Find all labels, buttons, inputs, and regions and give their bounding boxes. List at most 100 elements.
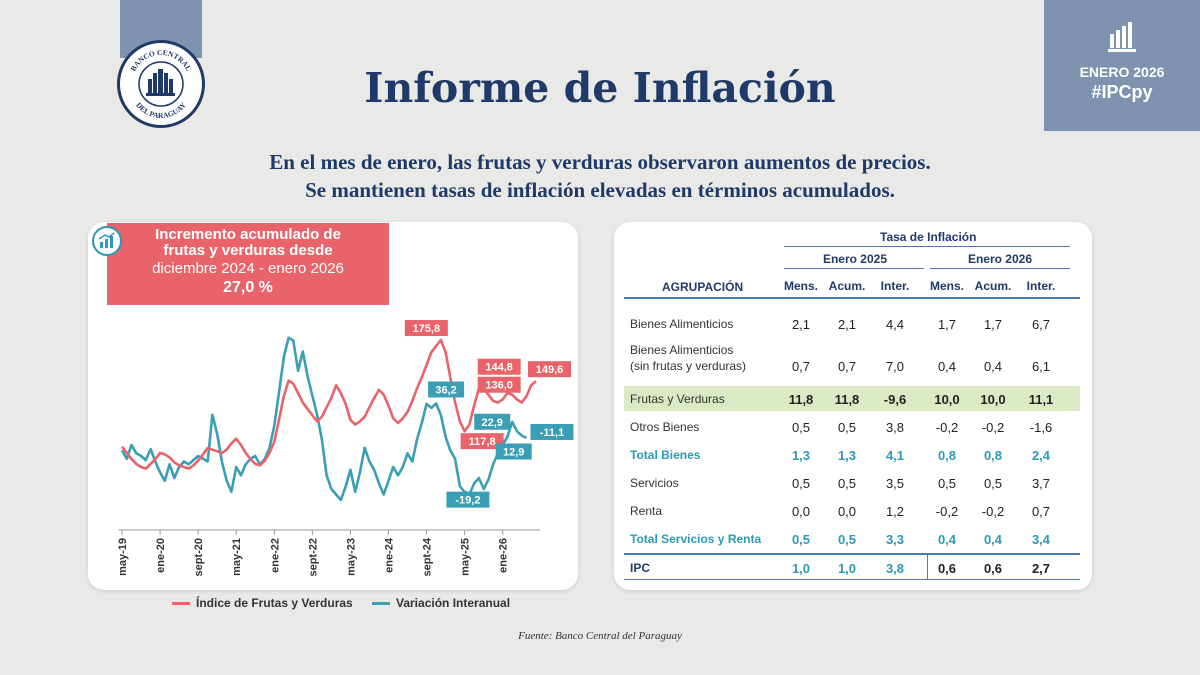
legend-label-yoy: Variación Interanual	[396, 596, 511, 610]
data-label-box	[530, 423, 574, 440]
col-header: Inter.	[880, 279, 910, 293]
table-caption: Tasa de Inflación	[880, 230, 977, 244]
table-cell: 0,8	[937, 448, 957, 463]
x-tick-label: ene-26	[498, 538, 510, 573]
table-cell: -0,2	[981, 420, 1005, 435]
group-header-2026: Enero 2026	[967, 252, 1033, 266]
x-tick-label: ene-24	[383, 537, 395, 573]
table-cell: 0,5	[791, 420, 811, 435]
table-cell: 0,4	[983, 359, 1003, 374]
table-cell: 0,8	[983, 448, 1003, 463]
table-cell: 6,7	[1031, 317, 1051, 332]
table-cell: 0,7	[791, 359, 811, 374]
x-tick-label: sept-24	[422, 537, 434, 576]
date-label: ENERO 2026	[1079, 64, 1165, 80]
table-cell: -0,2	[935, 420, 959, 435]
table-cell: 3,7	[1031, 476, 1051, 491]
data-label-box	[495, 443, 532, 460]
hashtag: #IPCpy	[1091, 82, 1153, 102]
table-cell: 0,5	[937, 476, 957, 491]
legend-label-index: Índice de Frutas y Verduras	[196, 596, 353, 610]
bcp-logo: BANCO CENTRAL DEL PARAGUAY	[117, 40, 205, 128]
table-cell: 0,4	[983, 532, 1003, 547]
table-cell: -0,2	[935, 504, 959, 519]
row-label: Bienes Alimenticios	[630, 343, 734, 357]
data-label: 175,8	[413, 323, 441, 335]
table-cell: 11,8	[834, 392, 860, 407]
table-cell: 1,3	[791, 448, 811, 463]
x-tick-label: sept-22	[307, 538, 319, 577]
legend-item-index: Índice de Frutas y Verduras	[172, 596, 353, 610]
data-label: -11,1	[540, 427, 564, 439]
group-rule-2025	[784, 268, 924, 269]
label-header: AGRUPACIÓN	[662, 280, 744, 294]
table-cell: 4,4	[885, 317, 905, 332]
data-label-box	[446, 491, 490, 508]
col-header: Acum.	[828, 279, 866, 293]
table-cell: 0,5	[791, 476, 811, 491]
table-cell: 1,7	[983, 317, 1003, 332]
table-cell: 3,5	[885, 476, 905, 491]
subtitle-line-1: En el mes de enero, las frutas y verdura…	[269, 150, 931, 174]
callout-line-3: diciembre 2024 - enero 2026	[152, 260, 344, 277]
line-chart: may-19 ene-20 sept-20 may-21 ene-22 sept-22 ma…	[117, 320, 574, 577]
header-rule	[624, 297, 1080, 299]
table-cell: 3,8	[885, 561, 905, 576]
row-label: IPC	[630, 561, 651, 575]
col-header: Mens.	[929, 279, 964, 293]
data-label: 149,6	[536, 364, 564, 376]
data-label: 117,8	[469, 436, 496, 448]
row-label: Total Servicios y Renta	[630, 532, 762, 546]
table-cell: 0,5	[837, 420, 857, 435]
data-label-box	[528, 361, 571, 378]
table-cell: 10,0	[934, 392, 960, 407]
table-cell: 7,0	[885, 359, 905, 374]
group-header-2025: Enero 2025	[822, 252, 888, 266]
x-tick-label: sept-20	[193, 538, 205, 577]
table-cell: 0,5	[837, 532, 857, 547]
inflation-table: Tasa de Inflación Enero 2025 Enero 2026 …	[614, 222, 1092, 590]
table-cell: 11,1	[1028, 392, 1054, 407]
callout-line-1: Incremento acumulado de	[155, 226, 341, 243]
data-label: 36,2	[435, 384, 456, 396]
table-cell: 0,5	[983, 476, 1003, 491]
ipc-bottom-rule	[624, 579, 1080, 580]
table-cell: -0,2	[981, 504, 1005, 519]
x-tick-label: may-25	[460, 538, 472, 576]
table-cell: 2,7	[1031, 561, 1051, 576]
data-label-box	[477, 376, 521, 393]
subtitle-line-2: Se mantienen tasas de inflación elevadas…	[305, 178, 895, 202]
table-cell: 0,7	[837, 359, 857, 374]
table-cell: 0,6	[937, 561, 957, 576]
data-label: -19,2	[455, 495, 480, 507]
data-label: 12,9	[503, 447, 524, 459]
data-label-box	[477, 358, 521, 375]
x-tick-label: may-21	[231, 538, 243, 576]
chart-icon	[92, 226, 122, 256]
data-label: 144,8	[485, 362, 513, 374]
data-label-box	[474, 413, 511, 430]
data-label-box	[428, 381, 465, 398]
ipc-divider	[927, 555, 928, 579]
table-cell: 4,1	[885, 448, 905, 463]
row-label: Renta	[630, 504, 663, 518]
row-label: Frutas y Verduras	[630, 392, 725, 406]
date-badge: ENERO 2026 #IPCpy	[1044, 0, 1200, 131]
table-cell: 0,7	[1031, 504, 1051, 519]
table-cell: 0,0	[791, 504, 811, 519]
data-label: 136,0	[485, 380, 513, 392]
table-cell: 1,3	[837, 448, 857, 463]
table-cell: 11,8	[788, 392, 814, 407]
table-cell: 3,8	[885, 420, 905, 435]
caption-rule	[784, 246, 1070, 247]
row-label: Total Bienes	[630, 448, 701, 462]
group-rule-2026	[930, 268, 1070, 269]
source-note: Fuente: Banco Central del Paraguay	[518, 630, 682, 642]
legend-swatch-red	[172, 602, 190, 606]
table-cell: 2,1	[791, 317, 811, 332]
legend-swatch-teal	[372, 602, 390, 606]
table-cell: 10,0	[980, 392, 1006, 407]
col-header: Inter.	[1026, 279, 1056, 293]
x-tick-label: may-19	[117, 538, 129, 576]
